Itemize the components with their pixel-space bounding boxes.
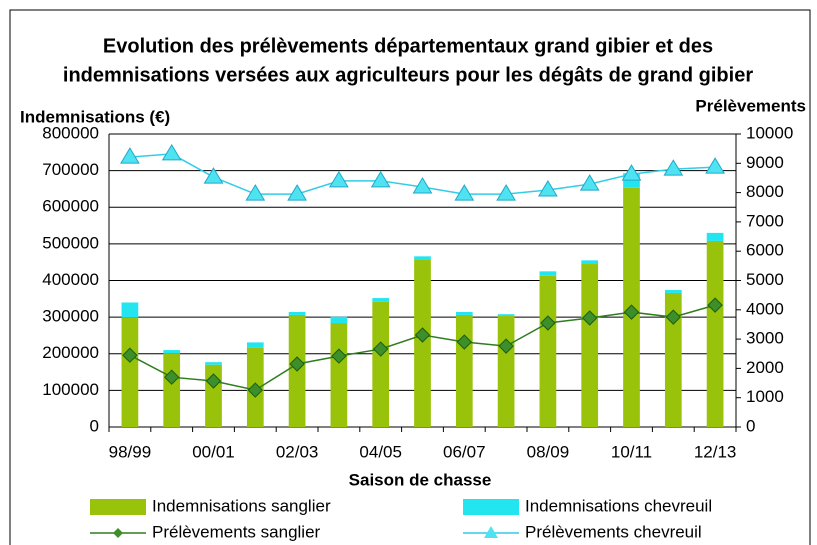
bar-segment	[455, 314, 473, 427]
bar-segment	[539, 275, 557, 427]
y-tick-label: 400000	[42, 270, 99, 289]
bar-segment	[706, 232, 724, 241]
chart-title: indemnisations versées aux agriculteurs …	[63, 64, 753, 86]
bar-segment	[330, 316, 348, 323]
y2-tick-label: 5000	[746, 270, 784, 289]
bar-segment	[497, 316, 515, 427]
legend-swatch	[463, 499, 519, 515]
marker	[331, 348, 347, 364]
marker	[289, 356, 305, 372]
marker	[454, 184, 475, 201]
marker	[663, 159, 684, 176]
legend-marker	[484, 526, 498, 538]
x-tick-label: 12/13	[694, 442, 737, 461]
x-tick-label: 08/09	[527, 442, 570, 461]
y2-tick-label: 0	[746, 416, 755, 435]
y-tick-label: 300000	[42, 307, 99, 326]
x-tick-label: 10/11	[611, 442, 652, 461]
y-tick-label: 100000	[42, 380, 99, 399]
y-tick-label: 200000	[42, 343, 99, 362]
y2-tick-label: 2000	[746, 358, 784, 377]
y-tick-label: 600000	[42, 197, 99, 216]
marker	[665, 309, 682, 325]
bar-segment	[246, 342, 264, 348]
legend-label: Prélèvements chevreuil	[525, 522, 702, 541]
bar-segment	[121, 302, 139, 318]
marker	[621, 164, 642, 181]
x-tick-label: 00/01	[192, 442, 235, 461]
marker	[412, 177, 433, 194]
y-tick-label: 0	[90, 416, 99, 435]
x-tick-label: 98/99	[109, 442, 152, 461]
x-axis-label: Saison de chasse	[349, 470, 492, 489]
chart-title: Evolution des prélèvements départementau…	[103, 35, 713, 57]
bar-segment	[664, 292, 682, 427]
bar-segment	[121, 317, 139, 427]
marker	[122, 347, 138, 363]
marker	[705, 157, 725, 174]
marker	[287, 184, 307, 201]
y-tick-label: 700000	[42, 160, 99, 179]
marker	[120, 147, 140, 164]
bar-segment	[372, 301, 390, 427]
marker	[496, 184, 516, 201]
legend-label: Prélèvements sanglier	[152, 522, 321, 541]
legend-label: Indemnisations chevreuil	[525, 496, 712, 515]
x-tick-label: 04/05	[359, 442, 402, 461]
bar-segment	[539, 271, 557, 276]
marker	[498, 338, 514, 354]
marker	[414, 327, 431, 343]
bar-segment	[163, 350, 181, 354]
y2-tick-label: 1000	[746, 387, 784, 406]
y2-tick-label: 6000	[746, 241, 784, 260]
y2-tick-label: 8000	[746, 182, 784, 201]
bar-segment	[414, 256, 431, 260]
bar-segment	[163, 353, 181, 427]
bar-segment	[455, 311, 473, 315]
marker	[579, 174, 600, 191]
legend-label: Indemnisations sanglier	[152, 496, 331, 515]
legend-swatch	[90, 499, 146, 515]
marker	[707, 297, 723, 313]
bar-segment	[664, 290, 682, 293]
y2-tick-label: 9000	[746, 153, 784, 172]
marker	[540, 315, 556, 331]
bar-segment	[414, 259, 431, 427]
x-tick-label: 02/03	[276, 442, 319, 461]
marker	[205, 373, 222, 389]
marker	[538, 179, 558, 197]
marker	[203, 167, 224, 184]
legend-marker	[113, 528, 123, 538]
y2-tick-label: 4000	[746, 299, 784, 318]
y2-tick-label: 3000	[746, 329, 784, 348]
y-axis-label: Indemnisations (€)	[20, 107, 170, 126]
marker	[623, 304, 640, 320]
marker	[581, 310, 598, 326]
marker	[161, 143, 182, 161]
y2-tick-label: 10000	[746, 123, 793, 142]
x-tick-label: 06/07	[443, 442, 486, 461]
y-tick-label: 800000	[42, 123, 99, 142]
y-tick-label: 500000	[42, 233, 99, 252]
bar-segment	[205, 362, 222, 365]
marker	[247, 382, 264, 398]
y2-tick-label: 7000	[746, 211, 784, 230]
y2-axis-label: Prélèvements	[695, 96, 806, 115]
marker	[329, 170, 349, 188]
marker	[370, 170, 391, 188]
bar-segment	[706, 240, 724, 427]
bar-segment	[288, 311, 306, 315]
bar-segment	[497, 314, 515, 317]
bar-segment	[581, 264, 599, 427]
marker	[245, 184, 266, 201]
marker	[163, 369, 180, 385]
bar-segment	[372, 298, 390, 302]
bar-segment	[581, 260, 599, 265]
bar-segment	[330, 322, 348, 427]
marker	[456, 334, 473, 350]
chart-border	[9, 9, 811, 545]
marker	[372, 341, 389, 357]
